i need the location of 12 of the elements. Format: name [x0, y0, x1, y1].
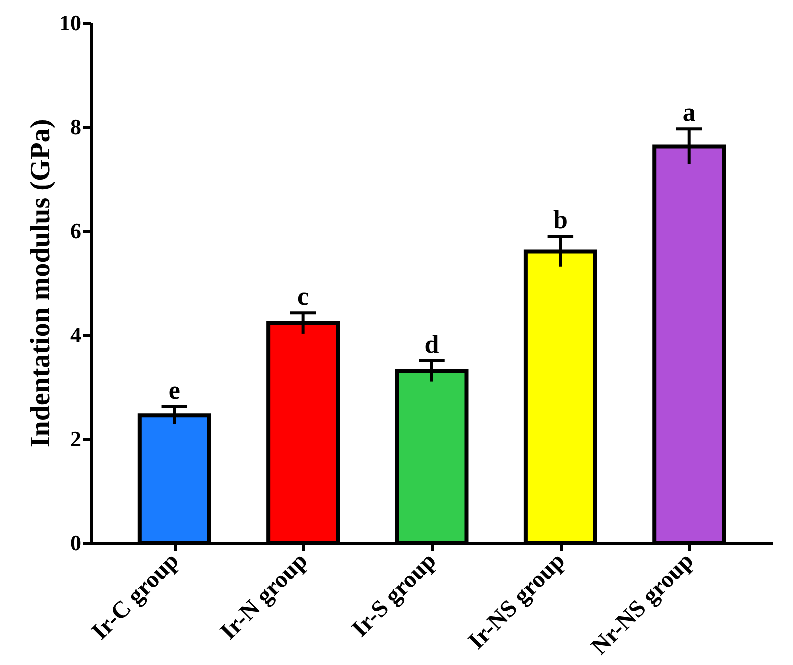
- annotation: e: [168, 376, 180, 405]
- y-tick-label: 6: [70, 218, 82, 244]
- annotation: d: [424, 330, 440, 359]
- y-tick-label: 10: [60, 10, 82, 36]
- annotation: a: [682, 98, 696, 128]
- y-tick-label: 8: [70, 114, 82, 140]
- y-tick-label: 0: [70, 530, 82, 556]
- y-tick-label: 2: [70, 426, 82, 452]
- y-tick-label: 4: [70, 322, 82, 348]
- y-axis-title: Indentation modulus (GPa): [26, 119, 56, 448]
- annotation: b: [553, 206, 568, 235]
- annotation: c: [298, 282, 310, 312]
